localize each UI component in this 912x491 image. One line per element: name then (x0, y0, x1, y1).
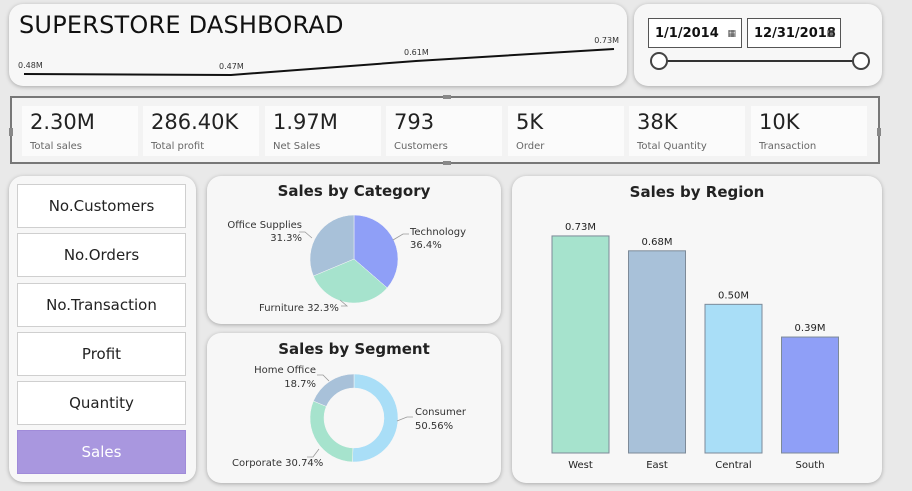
donut-slice-home-office[interactable] (313, 373, 355, 407)
sales-by-category-chart: Sales by Category Technology 36.4% Office … (207, 176, 501, 324)
bar-south[interactable] (781, 336, 839, 454)
trend-data-label: 0.47M (219, 62, 244, 71)
kpi-label: Customers (394, 141, 448, 152)
slice-value: 36.4% (410, 240, 442, 251)
no-transaction-button[interactable]: No.Transaction (17, 283, 186, 327)
start-date-value: 1/1/2014 (655, 26, 719, 41)
slice-label: Furniture 32.3% (259, 303, 339, 314)
kpi-label: Net Sales (273, 141, 321, 152)
end-date-value: 12/31/2018 (754, 26, 836, 41)
date-range-slicer: 1/1/2014 ▦ 12/31/2018 ▦ (634, 4, 882, 86)
chart-title: Sales by Segment (278, 340, 430, 358)
donut-slice-consumer[interactable] (352, 373, 399, 463)
kpi-label: Order (516, 141, 545, 152)
date-slider-track[interactable] (658, 60, 862, 62)
kpi-label: Total Quantity (637, 141, 707, 152)
sales-trend-sparkline: 0.48M 0.47M 0.61M 0.73M (18, 36, 619, 77)
sales-by-segment-chart: Sales by Segment Consumer 50.56% Home Offi… (207, 333, 501, 483)
sales-by-region-chart: Sales by Region 0.73M West 0.68M East 0.50M C… (512, 176, 882, 483)
trend-line (23, 48, 615, 77)
no-customers-button[interactable]: No.Customers (17, 184, 186, 228)
x-tick-label: East (646, 460, 668, 471)
title-panel: SUPERSTORE DASHBORAD 0.48M 0.47M 0.61M 0.73… (9, 4, 627, 86)
end-date-input[interactable]: 12/31/2018 ▦ (747, 18, 841, 48)
category-pie: Technology 36.4% Office Supplies 31.3% Furni… (227, 214, 466, 314)
bar-data-label: 0.39M (795, 323, 826, 334)
slice-label: Corporate 30.74% (232, 458, 323, 469)
bar-data-label: 0.68M (642, 237, 673, 248)
trend-data-label: 0.61M (404, 48, 429, 57)
calendar-icon[interactable]: ▦ (826, 29, 835, 39)
kpi-total-profit: 286.40K Total profit (143, 106, 259, 156)
sales-button[interactable]: Sales (17, 430, 186, 474)
kpi-net-sales: 1.97M Net Sales (265, 106, 381, 156)
kpi-value: 1.97M (273, 110, 338, 134)
bar-east[interactable] (628, 250, 686, 454)
dashboard-title: SUPERSTORE DASHBORAD (19, 11, 344, 39)
resize-handle[interactable] (443, 161, 451, 165)
date-slider-end-handle[interactable] (852, 52, 870, 70)
start-date-input[interactable]: 1/1/2014 ▦ (648, 18, 742, 48)
pie-slice-technology[interactable] (353, 214, 399, 289)
kpi-value: 286.40K (151, 110, 239, 134)
x-tick-label: South (795, 460, 824, 471)
kpi-total-quantity: 38K Total Quantity (629, 106, 745, 156)
slice-value: 31.3% (270, 233, 302, 244)
chart-title: Sales by Category (277, 182, 431, 200)
date-slider-start-handle[interactable] (650, 52, 668, 70)
kpi-cards-row: 2.30M Total sales 286.40K Total profit 1… (9, 95, 881, 165)
kpi-label: Transaction (759, 141, 817, 152)
slice-label: Consumer (415, 407, 467, 418)
slice-label: Technology (409, 227, 466, 238)
resize-handle[interactable] (877, 128, 881, 136)
resize-handle[interactable] (9, 128, 13, 136)
segment-donut: Consumer 50.56% Home Office 18.7% Corporate … (232, 365, 467, 469)
kpi-value: 10K (759, 110, 800, 134)
no-orders-button[interactable]: No.Orders (17, 233, 186, 277)
kpi-total-sales: 2.30M Total sales (22, 106, 138, 156)
region-bar-chart: 0.73M West 0.68M East 0.50M Central 0.39M South (551, 222, 839, 471)
kpi-value: 38K (637, 110, 678, 134)
slice-label: Office Supplies (227, 220, 302, 231)
kpi-value: 2.30M (30, 110, 95, 134)
slice-value: 50.56% (415, 421, 453, 432)
trend-data-label: 0.48M (18, 61, 43, 70)
profit-button[interactable]: Profit (17, 332, 186, 376)
kpi-label: Total sales (30, 141, 83, 152)
pie-slice-furniture[interactable] (313, 258, 388, 304)
calendar-icon[interactable]: ▦ (727, 29, 736, 39)
kpi-customers: 793 Customers (386, 106, 502, 156)
trend-data-label: 0.73M (594, 36, 619, 45)
bar-data-label: 0.73M (565, 222, 596, 233)
slice-label: Home Office (254, 365, 316, 376)
slice-value: 18.7% (284, 379, 316, 390)
kpi-label: Total profit (151, 141, 205, 152)
measure-selector-panel: No.Customers No.Orders No.Transaction Pr… (9, 176, 196, 482)
pie-slice-office-supplies[interactable] (309, 214, 355, 277)
bar-data-label: 0.50M (718, 290, 749, 301)
resize-handle[interactable] (443, 95, 451, 99)
kpi-value: 793 (394, 110, 435, 134)
kpi-transactions: 10K Transaction (751, 106, 867, 156)
bar-central[interactable] (704, 303, 763, 454)
kpi-orders: 5K Order (508, 106, 624, 156)
x-tick-label: West (568, 460, 593, 471)
bar-west[interactable] (551, 235, 610, 454)
quantity-button[interactable]: Quantity (17, 381, 186, 425)
kpi-value: 5K (516, 110, 544, 134)
x-tick-label: Central (715, 460, 751, 471)
chart-title: Sales by Region (629, 183, 765, 201)
